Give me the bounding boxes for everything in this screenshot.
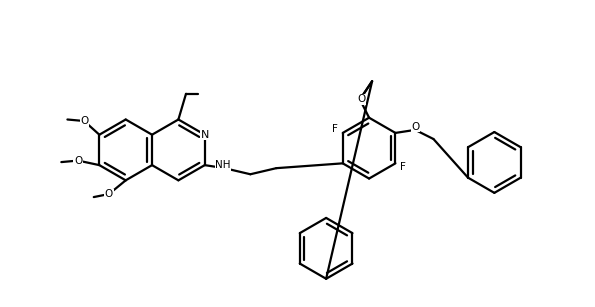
Text: O: O xyxy=(80,116,88,126)
Text: F: F xyxy=(332,124,338,134)
Text: NH: NH xyxy=(215,160,231,170)
Text: O: O xyxy=(74,156,82,165)
Text: N: N xyxy=(201,130,209,140)
Text: O: O xyxy=(411,122,419,132)
Text: O: O xyxy=(358,95,365,104)
Text: O: O xyxy=(105,189,113,199)
Text: F: F xyxy=(400,162,406,172)
